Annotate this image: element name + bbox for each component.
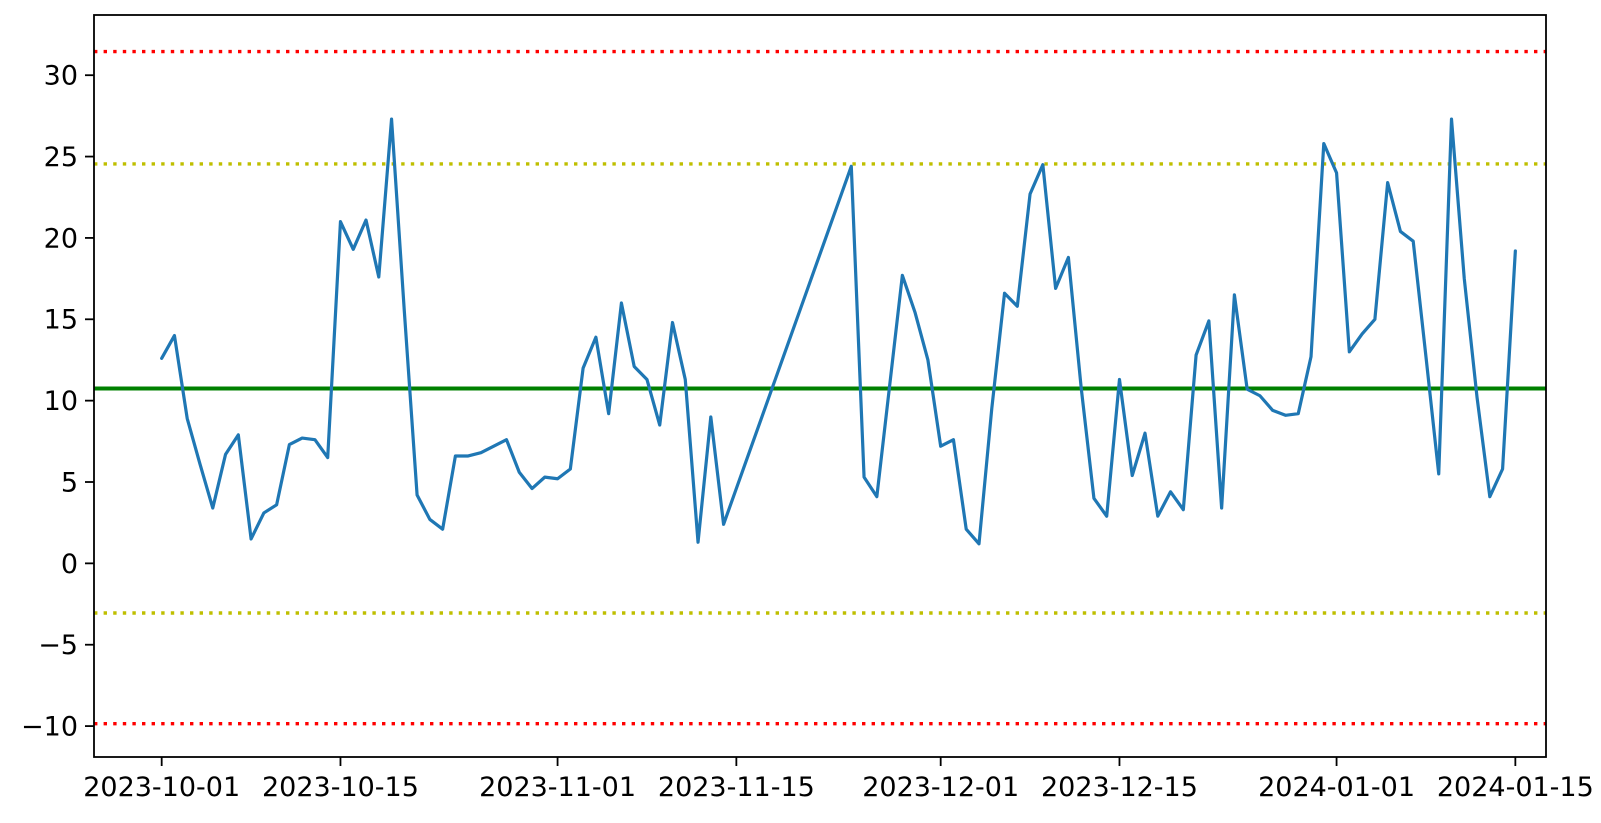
y-tick-label: 15 [44, 305, 78, 336]
y-tick-label: −5 [38, 630, 78, 661]
x-tick-label: 2023-10-01 [83, 772, 240, 803]
x-tick-label: 2023-12-15 [1041, 772, 1198, 803]
y-tick-label: 30 [44, 61, 78, 92]
x-tick-label: 2024-01-15 [1437, 772, 1594, 803]
series-line-daily-values [160, 117, 1517, 546]
plot-area [94, 15, 1546, 757]
y-tick-label: 25 [44, 142, 78, 173]
x-tick-label: 2023-12-01 [862, 772, 1019, 803]
y-tick-label: 10 [44, 386, 78, 417]
y-tick-label: 5 [61, 467, 78, 498]
x-tick-label: 2024-01-01 [1258, 772, 1415, 803]
y-tick-label: 0 [61, 549, 78, 580]
x-tick-label: 2023-11-15 [658, 772, 815, 803]
y-tick-label: −10 [21, 712, 78, 743]
x-tick-label: 2023-10-15 [262, 772, 419, 803]
x-tick-label: 2023-11-01 [479, 772, 636, 803]
y-tick-label: 20 [44, 223, 78, 254]
axes-spines [93, 14, 1547, 758]
